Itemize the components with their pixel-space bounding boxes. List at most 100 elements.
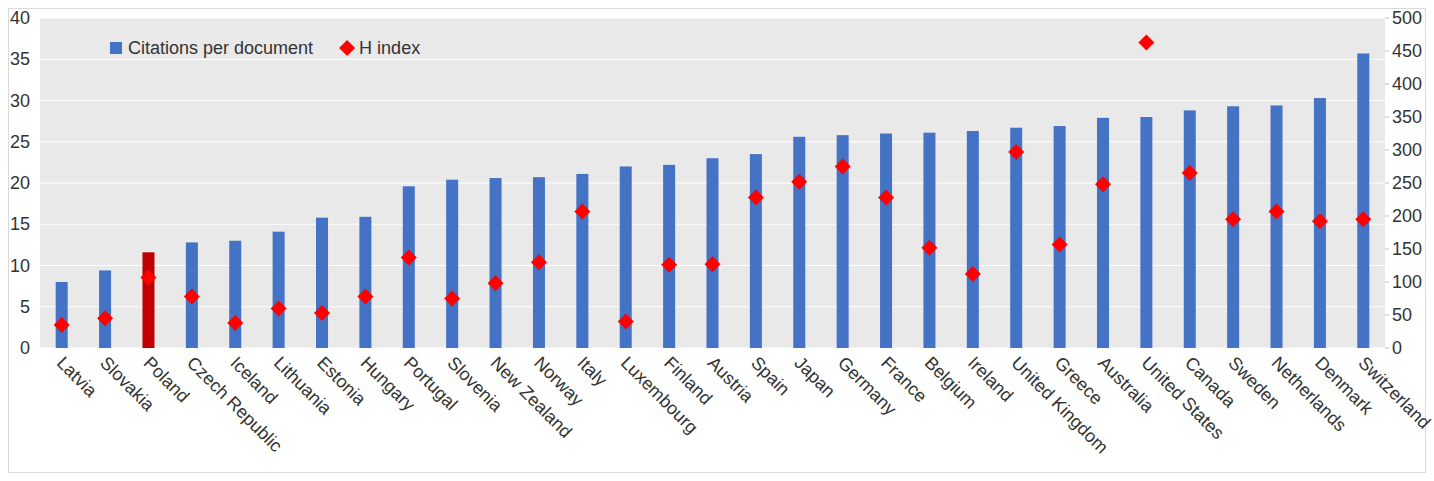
- legend-label: H index: [359, 38, 420, 58]
- y-tick-label: 25: [10, 132, 30, 152]
- x-tick-label: Poland: [140, 353, 194, 407]
- bar: [359, 217, 371, 348]
- y2-tick-label: 500: [1392, 8, 1422, 28]
- point: [314, 305, 330, 321]
- bar: [1271, 105, 1283, 348]
- x-tick-label: Ireland: [964, 353, 1017, 406]
- point: [401, 250, 417, 266]
- y2-tick-label: 450: [1392, 41, 1422, 61]
- point: [791, 174, 807, 190]
- point: [140, 269, 156, 285]
- x-tick-label: Iceland: [226, 353, 281, 408]
- marks: [54, 34, 1372, 348]
- bar: [967, 131, 979, 348]
- point: [444, 291, 460, 307]
- point: [965, 266, 981, 282]
- y2-tick: [1385, 249, 1389, 250]
- y-tick-label: 20: [10, 173, 30, 193]
- y2-tick: [1385, 183, 1389, 184]
- chart: 0510152025303540050100150200250300350400…: [0, 0, 1434, 481]
- legend-label: Citations per document: [128, 38, 313, 58]
- grid-line: [40, 141, 1385, 142]
- y-tick-label: 35: [10, 49, 30, 69]
- point: [97, 310, 113, 326]
- point: [184, 289, 200, 305]
- bar: [229, 241, 241, 348]
- point: [531, 254, 547, 270]
- y2-tick-label: 50: [1392, 305, 1412, 325]
- y2-tick-label: 250: [1392, 173, 1422, 193]
- point: [835, 159, 851, 175]
- point: [618, 314, 634, 330]
- bar: [1357, 53, 1369, 348]
- x-tick-label: France: [877, 353, 931, 407]
- point: [357, 289, 373, 305]
- x-tick-label: Latvia: [53, 353, 102, 402]
- y2-tick: [1385, 117, 1389, 118]
- bar: [446, 180, 458, 348]
- bar: [1184, 110, 1196, 348]
- y2-tick-label: 150: [1392, 239, 1422, 259]
- point: [1312, 213, 1328, 229]
- bar: [490, 178, 502, 348]
- y2-tick: [1385, 51, 1389, 52]
- bar: [576, 174, 588, 348]
- y2-tick-label: 350: [1392, 107, 1422, 127]
- point: [748, 190, 764, 206]
- y-tick-label: 5: [20, 297, 30, 317]
- point: [54, 317, 70, 333]
- point: [1008, 144, 1024, 160]
- grid-line: [40, 18, 1385, 19]
- y-tick-label: 15: [10, 214, 30, 234]
- y-tick-label: 40: [10, 8, 30, 28]
- point: [488, 275, 504, 291]
- point: [271, 300, 287, 316]
- x-tick-label: Finland: [660, 353, 716, 409]
- grid-line: [40, 100, 1385, 101]
- bar: [273, 232, 285, 348]
- point: [705, 256, 721, 272]
- bar: [1140, 117, 1152, 348]
- y2-tick-label: 200: [1392, 206, 1422, 226]
- y2-tick: [1385, 282, 1389, 283]
- bar: [750, 154, 762, 348]
- point: [921, 240, 937, 256]
- x-tick-label: Greece: [1051, 353, 1107, 409]
- y2-tick-label: 400: [1392, 74, 1422, 94]
- point: [227, 315, 243, 331]
- legend: Citations per document H index: [110, 38, 420, 58]
- point: [661, 257, 677, 273]
- bar: [707, 158, 719, 348]
- y-tick-label: 30: [10, 91, 30, 111]
- legend-swatch: [110, 42, 122, 54]
- y2-tick: [1385, 315, 1389, 316]
- y-tick-label: 0: [20, 338, 30, 358]
- frame: [9, 9, 1426, 473]
- bar: [56, 282, 68, 348]
- x-tick-label: Czech Republic: [183, 353, 286, 456]
- point: [1355, 211, 1371, 227]
- y2-tick: [1385, 18, 1389, 19]
- x-tick-label: Spain: [747, 353, 794, 400]
- point: [1095, 176, 1111, 192]
- bar: [793, 137, 805, 348]
- point: [1225, 211, 1241, 227]
- bar: [1097, 118, 1109, 348]
- bar: [142, 252, 154, 348]
- y2-tick-label: 300: [1392, 140, 1422, 160]
- x-tick-label: Italy: [574, 353, 611, 390]
- y2-tick: [1385, 150, 1389, 151]
- bar: [1010, 128, 1022, 348]
- bar: [316, 218, 328, 348]
- y2-tick: [1385, 84, 1389, 85]
- point: [1182, 165, 1198, 181]
- x-tick-label: Austria: [704, 353, 758, 407]
- bar: [663, 165, 675, 348]
- grid-line: [40, 59, 1385, 60]
- y2-tick-label: 0: [1392, 338, 1402, 358]
- point: [878, 190, 894, 206]
- point: [574, 203, 590, 219]
- bar: [99, 270, 111, 348]
- point: [1269, 203, 1285, 219]
- bar: [880, 134, 892, 349]
